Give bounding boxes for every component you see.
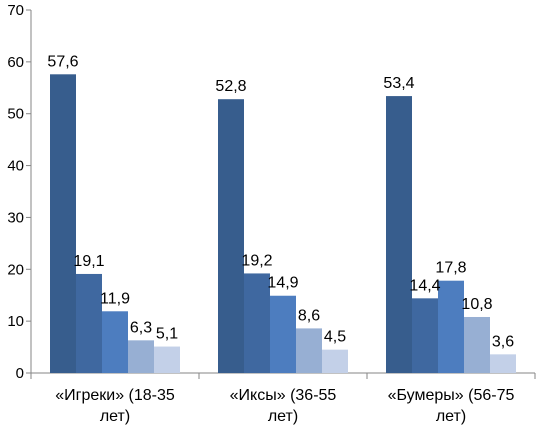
bar	[490, 354, 516, 373]
data-label: 19,2	[241, 252, 272, 269]
y-tick-label: 10	[7, 313, 24, 330]
y-tick-label: 50	[7, 106, 24, 123]
data-label: 6,3	[130, 319, 152, 336]
data-label: 11,9	[100, 290, 130, 307]
data-label: 52,8	[215, 78, 246, 95]
bar	[412, 298, 438, 373]
data-label: 17,8	[435, 260, 466, 277]
data-label: 8,6	[298, 307, 320, 324]
data-label: 14,4	[409, 277, 440, 294]
data-labels: 57,6 52,8 53,4 19,1 19,2 14,4 11,9 14,9 17,8 6,3 8…	[47, 53, 514, 350]
y-tick-label: 60	[7, 54, 24, 71]
data-label: 57,6	[47, 53, 78, 70]
bar	[386, 96, 412, 373]
x-tick-label: «Иксы» (36-55 лет)	[230, 387, 337, 425]
y-tick-label: 40	[7, 158, 24, 175]
bar	[270, 295, 296, 373]
data-label: 3,6	[492, 333, 514, 350]
bar	[128, 340, 154, 373]
data-label: 14,9	[267, 275, 298, 292]
bar	[102, 311, 128, 373]
axes: 0 10 20 30 40 50 60 70 «Игреки» (18-35 лет) «Иксы»…	[7, 2, 536, 425]
bar	[322, 349, 348, 373]
data-label: 5,1	[156, 326, 178, 343]
y-tick-label: 70	[7, 2, 24, 19]
bar	[154, 346, 180, 373]
y-tick-label: 30	[7, 209, 24, 226]
data-label: 53,4	[383, 75, 414, 92]
y-tick-label: 0	[16, 365, 24, 382]
data-label: 19,1	[73, 253, 104, 270]
bar	[76, 273, 102, 373]
bar	[438, 280, 464, 373]
y-tick-label: 20	[7, 261, 24, 278]
bar	[218, 99, 244, 374]
bar	[296, 328, 322, 373]
x-tick-label: «Бумеры» (56-75 лет)	[388, 387, 515, 425]
data-label: 10,8	[461, 296, 492, 313]
bar	[464, 316, 490, 373]
x-tick-label: «Игреки» (18-35 лет)	[55, 387, 175, 425]
bar	[244, 273, 270, 373]
bar	[50, 74, 76, 373]
data-label: 4,5	[324, 329, 346, 346]
bars	[50, 74, 516, 374]
